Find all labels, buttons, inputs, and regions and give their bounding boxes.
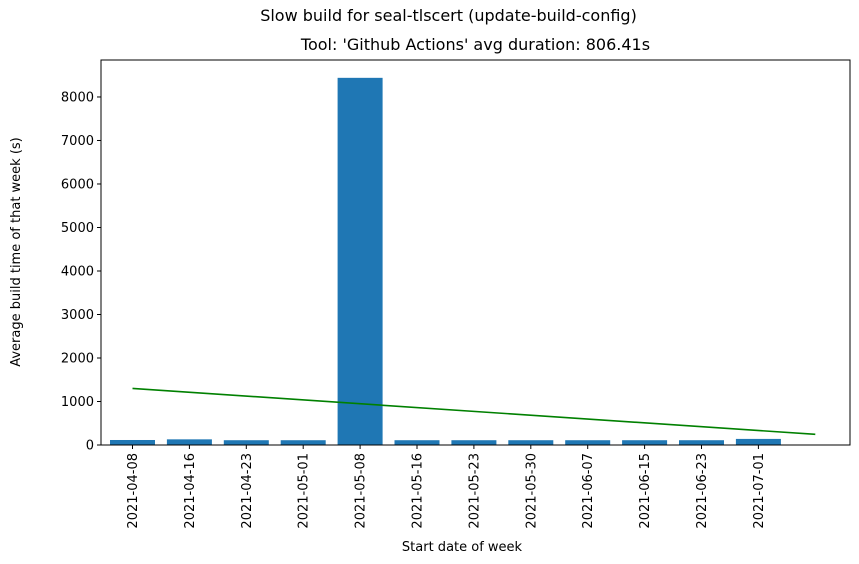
bar-2021-06-23 bbox=[679, 440, 724, 445]
x-tick-label: 2021-04-08 bbox=[126, 453, 141, 529]
bar-2021-05-08 bbox=[337, 77, 383, 446]
x-tick-label: 2021-05-16 bbox=[411, 453, 426, 529]
x-tick-label: 2021-05-08 bbox=[354, 453, 369, 529]
bar-2021-05-16 bbox=[394, 440, 440, 445]
plot-frame bbox=[100, 59, 851, 446]
x-tick-label: 2021-06-23 bbox=[695, 453, 710, 529]
x-tick-label: 2021-06-07 bbox=[581, 453, 596, 529]
bar-2021-06-07 bbox=[565, 440, 611, 445]
trend-layer bbox=[132, 387, 816, 436]
bar-2021-05-01 bbox=[280, 440, 326, 445]
x-axis-label: Start date of week bbox=[402, 540, 523, 555]
bar-2021-04-16 bbox=[166, 439, 212, 445]
x-tick-label: 2021-04-23 bbox=[240, 453, 255, 529]
y-tick-label: 4000 bbox=[61, 264, 94, 279]
bar-2021-05-30 bbox=[508, 440, 554, 445]
x-tick-label: 2021-07-01 bbox=[752, 453, 767, 529]
chart-title: Tool: 'Github Actions' avg duration: 806… bbox=[300, 35, 651, 54]
x-tick-label: 2021-04-16 bbox=[183, 453, 198, 529]
y-tick-label: 1000 bbox=[61, 395, 94, 410]
x-tick-label: 2021-05-30 bbox=[524, 453, 539, 529]
x-axis: 2021-04-08 2021-04-16 2021-04-23 2021-05-01… bbox=[126, 445, 767, 529]
x-tick-label: 2021-06-15 bbox=[638, 453, 653, 529]
y-axis-label: Average build time of that week (s) bbox=[9, 137, 24, 367]
y-axis: 0 1000 2000 3000 4000 5000 6000 7000 8000 bbox=[61, 90, 101, 454]
x-tick-label: 2021-05-23 bbox=[467, 453, 482, 529]
y-tick-label: 5000 bbox=[61, 221, 94, 236]
y-tick-label: 7000 bbox=[61, 134, 94, 149]
y-tick-label: 3000 bbox=[61, 308, 94, 323]
y-tick-label: 6000 bbox=[61, 177, 94, 192]
x-tick-label: 2021-05-01 bbox=[297, 453, 312, 529]
trend-line bbox=[132, 387, 816, 436]
bar-series bbox=[110, 77, 781, 446]
y-tick-label: 0 bbox=[86, 439, 94, 454]
bar-2021-04-23 bbox=[223, 440, 269, 445]
bar-2021-06-15 bbox=[622, 440, 668, 445]
bar-2021-05-23 bbox=[451, 440, 497, 445]
bar-2021-07-01 bbox=[735, 438, 781, 445]
bar-2021-04-08 bbox=[110, 439, 155, 445]
chart-suptitle: Slow build for seal-tlscert (update-buil… bbox=[260, 6, 637, 25]
y-tick-label: 2000 bbox=[61, 351, 94, 366]
y-tick-label: 8000 bbox=[61, 90, 94, 105]
